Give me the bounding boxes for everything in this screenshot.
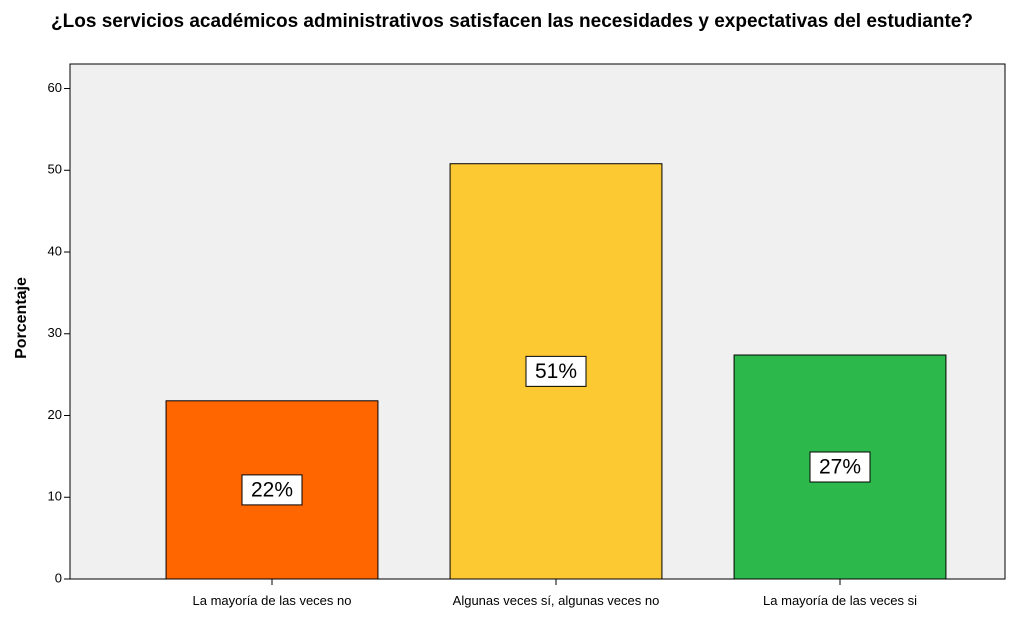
y-tick-label: 50 bbox=[48, 162, 62, 177]
value-label: 22% bbox=[251, 478, 293, 501]
y-tick-label: 20 bbox=[48, 407, 62, 422]
y-tick-label: 30 bbox=[48, 325, 62, 340]
y-tick-label: 60 bbox=[48, 80, 62, 95]
x-tick-label: La mayoría de las veces no bbox=[192, 593, 352, 608]
y-axis-label: Porcentaje bbox=[13, 277, 30, 359]
value-label-box bbox=[241, 474, 303, 506]
value-label: 27% bbox=[819, 456, 861, 479]
x-tick-label: Algunas veces sí, algunas veces no bbox=[452, 593, 660, 608]
chart-title: ¿Los servicios académicos administrativo… bbox=[51, 11, 973, 32]
y-tick-label: 40 bbox=[48, 243, 62, 258]
value-label-box bbox=[525, 355, 587, 387]
y-tick-label: 0 bbox=[55, 570, 62, 585]
x-tick-label: La mayoría de las veces si bbox=[763, 593, 917, 608]
y-tick-label: 10 bbox=[48, 489, 62, 504]
value-label: 51% bbox=[535, 360, 577, 383]
value-label-box bbox=[809, 451, 871, 483]
